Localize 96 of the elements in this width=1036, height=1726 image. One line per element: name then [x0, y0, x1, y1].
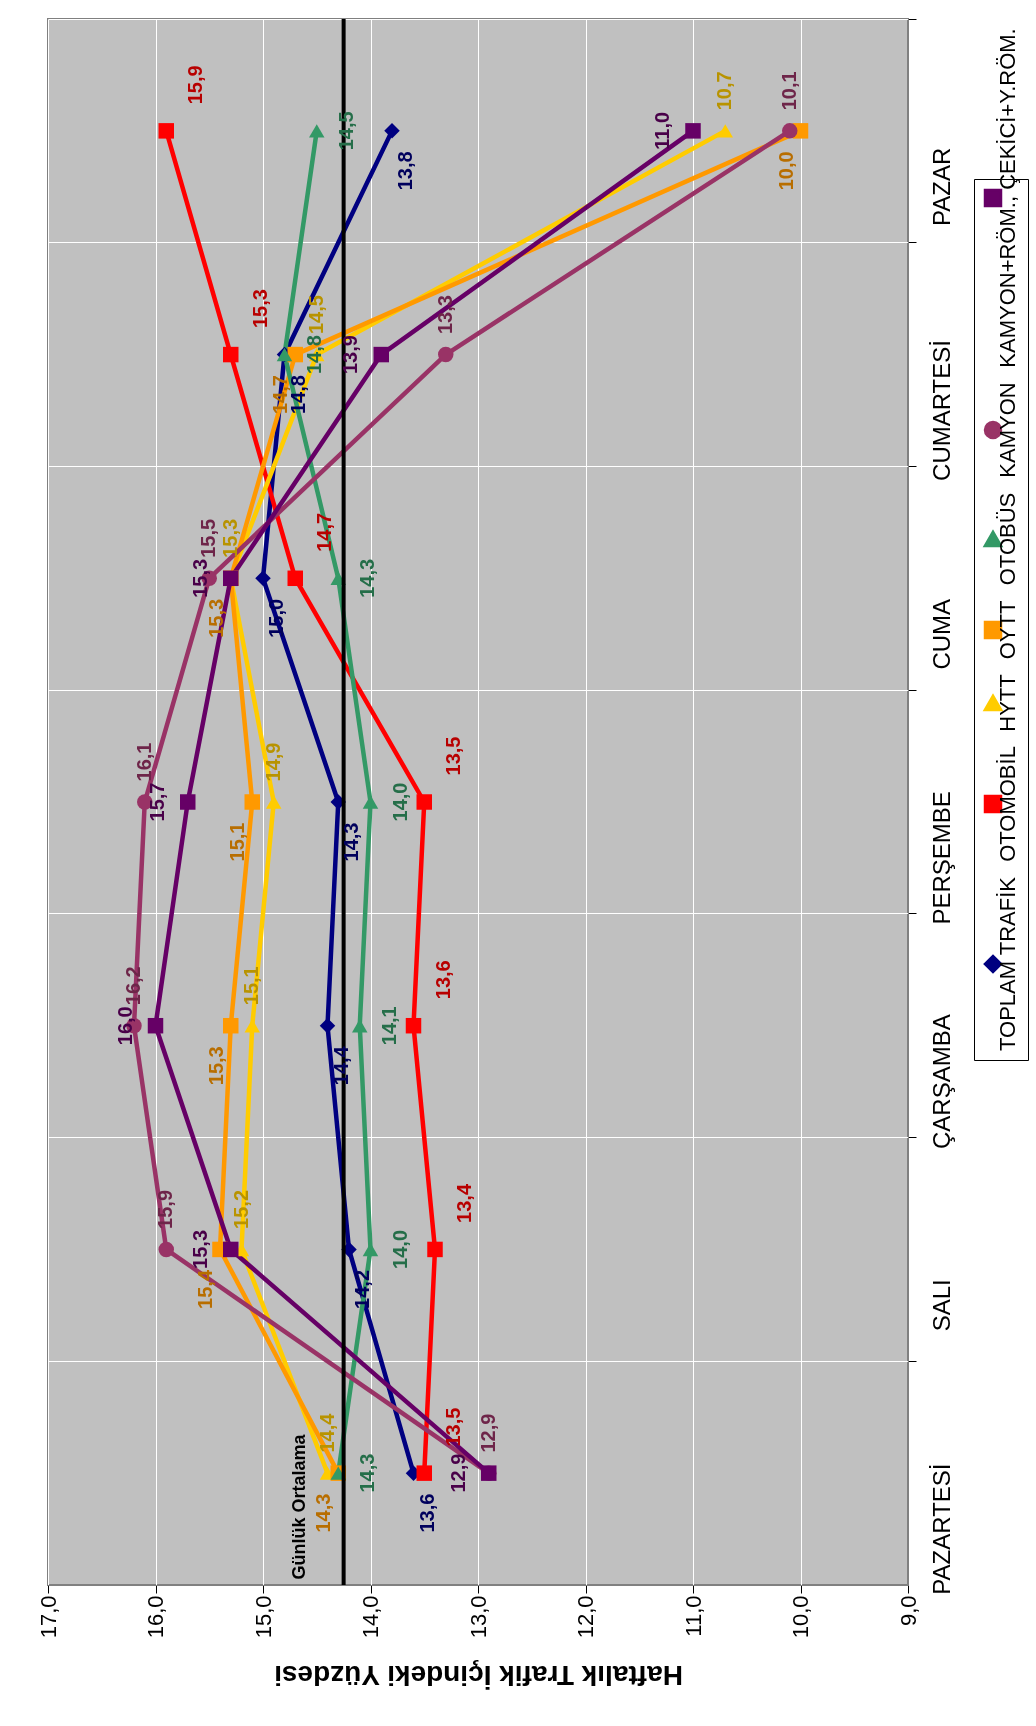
data-label: 14,9 — [261, 742, 284, 782]
point — [244, 1019, 260, 1033]
point — [373, 346, 389, 363]
data-label: 10,0 — [774, 151, 797, 191]
legend-label: OTOBÜS — [995, 492, 1020, 586]
data-label: 15,1 — [226, 822, 249, 862]
data-label: 13,9 — [339, 335, 362, 375]
x-tick-label: 15,0 — [250, 1595, 276, 1639]
data-label: 15,1 — [240, 966, 263, 1006]
data-label: 15,5 — [197, 518, 220, 558]
data-label: 15,4 — [194, 1269, 216, 1309]
y-tick-label: CUMA — [927, 598, 955, 670]
x-tick-label: 9,0 — [895, 1595, 921, 1627]
point — [158, 1241, 174, 1258]
data-label: 15,7 — [145, 782, 168, 822]
point — [416, 794, 432, 810]
data-label: 14,3 — [340, 822, 363, 862]
point — [223, 1017, 239, 1034]
x-axis-title: Haftalık Trafik İçindeki Yüzdesi — [274, 1660, 683, 1692]
data-label: 13,6 — [415, 1493, 438, 1533]
x-tick-label: 13,0 — [465, 1595, 491, 1639]
point — [416, 1465, 432, 1481]
point — [266, 795, 282, 809]
point — [782, 123, 798, 139]
y-tick-label: CUMARTESİ — [927, 340, 955, 481]
data-label: 15,3 — [188, 1229, 211, 1269]
x-tick-label: 14,0 — [358, 1595, 383, 1639]
x-tick-label: 12,0 — [573, 1595, 598, 1639]
data-label: 14,2 — [351, 1269, 373, 1309]
data-label: 15,2 — [229, 1189, 252, 1229]
y-tick-label: ÇARŞAMBA — [927, 1014, 955, 1149]
data-label: 14,3 — [356, 1453, 379, 1493]
legend-label: TOPLAM TRAFİK — [995, 876, 1020, 1052]
y-tick-label: SALI — [927, 1279, 955, 1332]
point — [427, 1241, 443, 1258]
point — [717, 124, 733, 138]
point — [384, 123, 400, 139]
point — [244, 794, 260, 810]
data-label: 12,9 — [476, 1413, 499, 1453]
data-label: 14,0 — [388, 1229, 411, 1269]
data-label: 14,7 — [269, 375, 292, 415]
data-label: 14,0 — [388, 782, 411, 822]
data-label: 15,3 — [218, 518, 241, 558]
point — [438, 346, 454, 363]
data-label: 12,9 — [446, 1453, 469, 1493]
ref-line-label: Günlük Ortalama — [288, 1433, 309, 1580]
point — [180, 794, 196, 810]
data-label: 14,4 — [315, 1412, 338, 1453]
data-label: 14,5 — [304, 295, 327, 335]
data-label: 15,3 — [248, 289, 271, 329]
data-label: 14,3 — [356, 558, 379, 598]
data-label: 13,6 — [431, 960, 454, 1000]
point — [223, 346, 239, 363]
data-label: 10,1 — [777, 71, 800, 111]
data-label: 15,9 — [154, 1189, 177, 1229]
legend-label: KAMYON — [995, 382, 1020, 478]
y-tick-label: PAZARTESİ — [927, 1463, 955, 1595]
data-label: 16,0 — [113, 1006, 136, 1046]
data-label: 14,4 — [329, 1045, 352, 1086]
y-tick-label: PAZAR — [927, 147, 955, 226]
data-label: 10,7 — [713, 71, 736, 111]
point — [287, 570, 303, 587]
data-label: 13,8 — [394, 151, 416, 191]
x-tick-label: 17,0 — [35, 1595, 61, 1639]
x-tick-label: 10,0 — [788, 1595, 813, 1639]
point — [309, 124, 325, 138]
data-label: 11,0 — [651, 111, 673, 150]
x-tick-label: 16,0 — [143, 1595, 168, 1639]
data-label: 15,9 — [184, 65, 207, 105]
point — [223, 1241, 239, 1258]
data-label: 13,5 — [442, 736, 465, 776]
data-label: 14,1 — [377, 1006, 400, 1046]
legend-label: OTOMOBİL — [995, 746, 1020, 862]
legend-label: OYTT — [995, 600, 1020, 660]
legend-label: HYTT — [995, 674, 1020, 732]
x-tick-label: 11,0 — [680, 1595, 706, 1637]
point — [319, 1017, 336, 1034]
data-label: 14,3 — [312, 1493, 335, 1533]
data-label: 14,8 — [302, 335, 325, 375]
point — [405, 1017, 422, 1034]
data-label: 14,5 — [334, 111, 357, 151]
y-tick-label: PERŞEMBE — [927, 791, 955, 925]
data-label: 14,7 — [313, 512, 336, 552]
data-label: 16,2 — [122, 966, 144, 1006]
point — [147, 1017, 164, 1034]
data-label: 13,5 — [442, 1407, 465, 1447]
point — [255, 570, 271, 587]
data-label: 15,3 — [204, 598, 227, 638]
data-label: 16,1 — [132, 742, 155, 782]
point — [158, 123, 174, 139]
data-label: 15,3 — [188, 558, 211, 598]
point — [685, 123, 701, 139]
legend-label: KAMYON+RÖM., ÇEKİCİ+Y.RÖM. — [995, 28, 1020, 368]
data-label: 15,0 — [265, 598, 287, 638]
data-label: 15,3 — [204, 1046, 227, 1086]
data-label: 13,4 — [453, 1183, 475, 1223]
